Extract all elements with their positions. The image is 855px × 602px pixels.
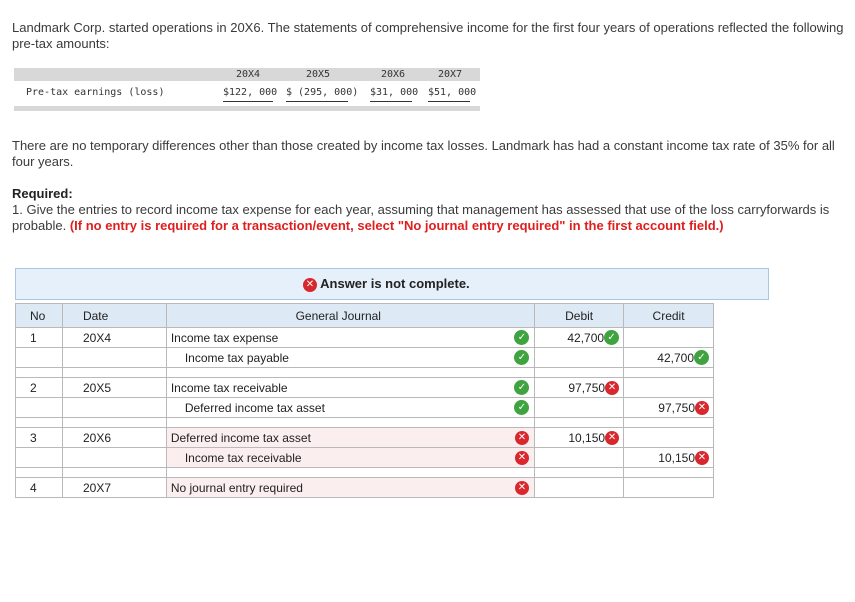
entry-number: 1 <box>15 327 63 348</box>
general-journal-table: No Date General Journal Debit Credit 1 20… <box>15 303 714 498</box>
correct-icon: ✓ <box>604 330 620 346</box>
credit-amount: 10,150 <box>658 450 695 465</box>
col-no: No <box>15 303 63 328</box>
earnings-header-band <box>14 68 480 81</box>
col-general-journal: General Journal <box>165 303 510 328</box>
required-block: Required: 1. Give the entries to record … <box>12 186 847 234</box>
earnings-table: 20X4 20X5 20X6 20X7 Pre-tax earnings (lo… <box>14 68 480 111</box>
account-status: ✓ <box>509 327 536 348</box>
earnings-value: $ (295, 000) <box>286 87 359 98</box>
credit-field[interactable]: 42,700 ✓ <box>623 347 714 368</box>
credit-field[interactable] <box>623 377 714 398</box>
credit-field[interactable] <box>623 327 714 348</box>
account-field[interactable]: Income tax payable <box>165 347 510 368</box>
entry-date[interactable]: 20X7 <box>61 477 167 498</box>
earnings-row-label: Pre-tax earnings (loss) <box>26 87 165 98</box>
incorrect-icon: ✕ <box>514 450 529 465</box>
credit-field[interactable]: 97,750 ✕ <box>623 397 714 418</box>
journal-row: Income tax payable ✓ 42,700 ✓ <box>15 347 714 368</box>
account-field[interactable]: Income tax receivable <box>165 447 510 468</box>
required-heading: Required: <box>12 186 73 201</box>
earnings-value: $122, 000 <box>223 87 278 98</box>
incorrect-icon: ✕ <box>695 450 709 465</box>
account-status: ✓ <box>509 347 536 368</box>
required-instruction: (If no entry is required for a transacti… <box>69 218 724 233</box>
journal-row: 2 20X5 Income tax receivable ✓ 97,750 ✕ <box>15 377 714 398</box>
answer-status-text: Answer is not complete. <box>320 276 470 291</box>
entry-number <box>15 447 63 468</box>
account-status: ✕ <box>509 477 536 498</box>
year-header: 20X5 <box>306 69 331 80</box>
correct-icon: ✓ <box>514 380 530 396</box>
account-field[interactable]: No journal entry required <box>165 477 510 498</box>
journal-row: 4 20X7 No journal entry required ✕ <box>15 477 714 498</box>
temporary-differences-note: There are no temporary differences other… <box>12 138 835 169</box>
credit-field[interactable] <box>623 477 714 498</box>
account-status: ✕ <box>509 427 536 448</box>
year-header: 20X7 <box>438 69 463 80</box>
entry-date[interactable] <box>61 447 167 468</box>
incorrect-icon: ✕ <box>605 430 620 445</box>
credit-field[interactable] <box>623 427 714 448</box>
entry-date[interactable]: 20X4 <box>61 327 167 348</box>
entry-number: 3 <box>15 427 63 448</box>
debit-field[interactable]: 42,700 ✓ <box>534 327 625 348</box>
entry-date[interactable] <box>61 397 167 418</box>
col-credit: Credit <box>623 303 714 328</box>
incorrect-icon: ✕ <box>303 277 317 292</box>
account-field[interactable]: Deferred income tax asset <box>165 427 510 448</box>
account-field[interactable]: Income tax expense <box>165 327 510 348</box>
debit-field[interactable]: 97,750 ✕ <box>534 377 625 398</box>
credit-amount: 42,700 <box>657 350 694 365</box>
year-header: 20X6 <box>381 69 406 80</box>
entry-number <box>15 347 63 368</box>
journal-row: 3 20X6 Deferred income tax asset ✕ 10,150 ✕ <box>15 427 714 448</box>
entry-number: 2 <box>15 377 63 398</box>
debit-field[interactable] <box>534 477 625 498</box>
correct-icon: ✓ <box>514 400 530 416</box>
earnings-bottom-band <box>14 106 480 111</box>
debit-amount: 42,700 <box>567 330 605 345</box>
account-status: ✓ <box>509 377 536 398</box>
col-date: Date <box>61 303 167 328</box>
incorrect-icon: ✕ <box>514 480 529 495</box>
account-status: ✕ <box>509 447 536 468</box>
journal-row: Income tax receivable ✕ 10,150 ✕ <box>15 447 714 468</box>
account-field[interactable]: Deferred income tax asset <box>165 397 510 418</box>
journal-header-row: No Date General Journal Debit Credit <box>15 303 714 328</box>
earnings-value: $31, 000 <box>370 87 419 98</box>
journal-row: 1 20X4 Income tax expense ✓ 42,700 ✓ <box>15 327 714 348</box>
debit-field[interactable] <box>534 447 625 468</box>
entry-number: 4 <box>15 477 63 498</box>
entry-date[interactable]: 20X6 <box>61 427 167 448</box>
correct-icon: ✓ <box>694 350 709 366</box>
required-text: 1. Give the entries to record income tax… <box>12 202 830 233</box>
debit-field[interactable]: 10,150 ✕ <box>534 427 625 448</box>
entry-date[interactable]: 20X5 <box>61 377 167 398</box>
correct-icon: ✓ <box>514 330 530 346</box>
incorrect-icon: ✕ <box>514 430 529 445</box>
account-status: ✓ <box>509 397 536 418</box>
col-debit: Debit <box>534 303 625 328</box>
incorrect-icon: ✕ <box>605 380 620 395</box>
debit-field[interactable] <box>534 347 625 368</box>
entry-number <box>15 397 63 418</box>
answer-status-banner: ✕ Answer is not complete. <box>15 268 769 300</box>
credit-amount: 97,750 <box>658 400 695 415</box>
correct-icon: ✓ <box>514 350 530 366</box>
debit-field[interactable] <box>534 397 625 418</box>
journal-row: Deferred income tax asset ✓ 97,750 ✕ <box>15 397 714 418</box>
problem-intro: Landmark Corp. started operations in 20X… <box>12 20 844 51</box>
credit-field[interactable]: 10,150 ✕ <box>623 447 714 468</box>
earnings-value: $51, 000 <box>428 87 477 98</box>
entry-date[interactable] <box>61 347 167 368</box>
debit-amount: 97,750 <box>568 380 606 395</box>
incorrect-icon: ✕ <box>695 400 709 415</box>
account-field[interactable]: Income tax receivable <box>165 377 510 398</box>
debit-amount: 10,150 <box>568 430 606 445</box>
year-header: 20X4 <box>236 69 261 80</box>
